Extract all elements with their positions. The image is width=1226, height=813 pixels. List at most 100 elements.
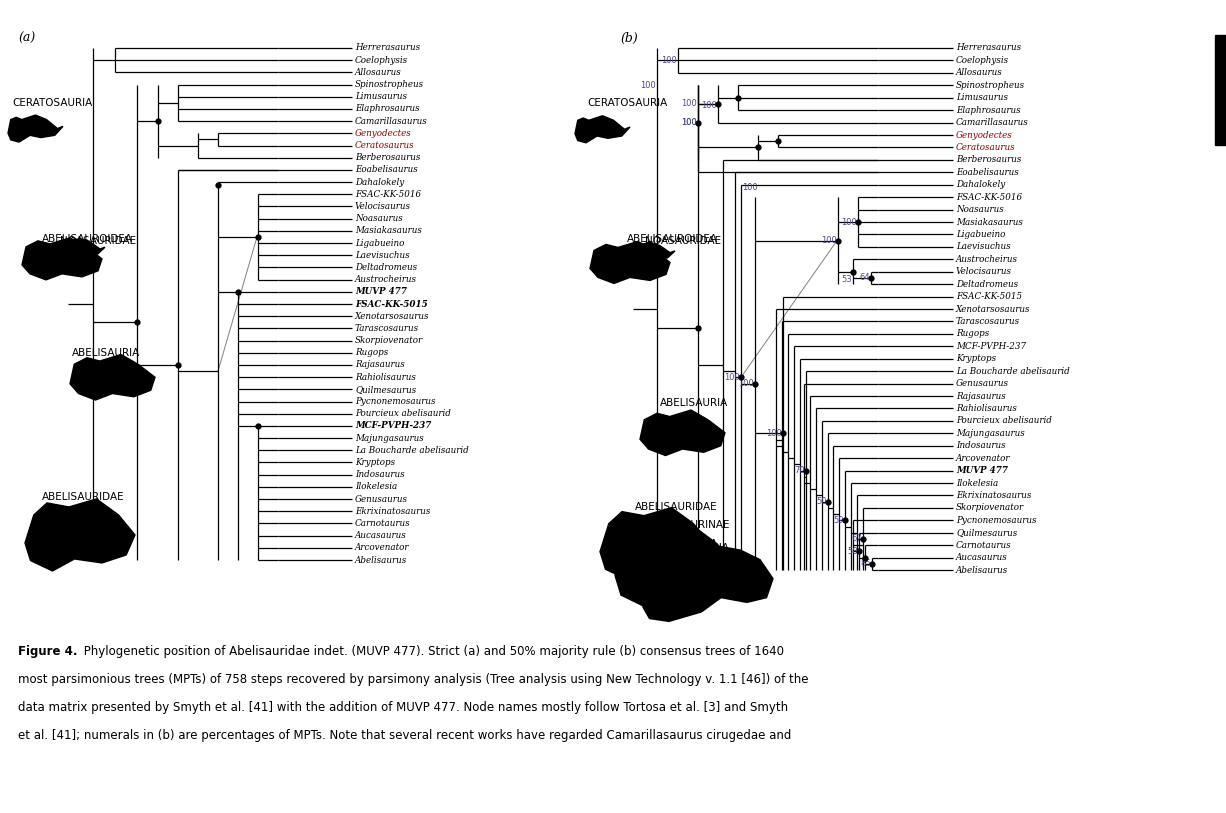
Text: Dahalokely: Dahalokely (956, 180, 1005, 189)
Text: 100: 100 (682, 118, 698, 127)
Text: MAJUNGASAURINAE: MAJUNGASAURINAE (626, 520, 729, 530)
Text: Laevisuchus: Laevisuchus (356, 250, 409, 259)
Text: FSAC-KK-5016: FSAC-KK-5016 (356, 189, 421, 199)
Text: Eoabelisaurus: Eoabelisaurus (356, 165, 418, 175)
Text: 100: 100 (701, 102, 717, 111)
Text: 100: 100 (821, 236, 837, 246)
Text: MCF-PVPH-237: MCF-PVPH-237 (356, 421, 432, 430)
Text: 64: 64 (859, 273, 870, 282)
Text: Herrerasaurus: Herrerasaurus (956, 44, 1021, 53)
Text: Carnotaurus: Carnotaurus (356, 519, 411, 528)
Text: Genusaurus: Genusaurus (956, 379, 1009, 388)
Text: Camarillasaurus: Camarillasaurus (956, 118, 1029, 127)
Text: 100: 100 (738, 379, 754, 388)
Text: Masiakasaurus: Masiakasaurus (356, 226, 422, 235)
Text: Deltadromeus: Deltadromeus (956, 280, 1018, 289)
Text: Kryptops: Kryptops (356, 458, 395, 467)
Text: La Boucharde abelisaurid: La Boucharde abelisaurid (356, 446, 468, 454)
Text: 58: 58 (847, 547, 858, 556)
Text: FURILEUSAURIA: FURILEUSAURIA (647, 543, 729, 553)
Text: Rugops: Rugops (956, 329, 989, 338)
Text: 100: 100 (742, 183, 758, 192)
Text: 59: 59 (834, 515, 843, 524)
Text: Pycnonemosaurus: Pycnonemosaurus (356, 397, 435, 406)
Text: Spinostropheus: Spinostropheus (956, 80, 1025, 89)
Text: FSAC-KK-5015: FSAC-KK-5015 (956, 292, 1022, 301)
Text: Genusaurus: Genusaurus (356, 494, 408, 503)
Text: most parsimonious trees (MPTs) of 758 steps recovered by parsimony analysis (Tre: most parsimonious trees (MPTs) of 758 st… (18, 673, 808, 686)
Text: Elaphrosaurus: Elaphrosaurus (956, 106, 1020, 115)
Text: Majungasaurus: Majungasaurus (356, 433, 424, 442)
Text: Noasaurus: Noasaurus (956, 205, 1004, 214)
Text: MCF-PVPH-237: MCF-PVPH-237 (956, 341, 1026, 350)
Text: Elaphrosaurus: Elaphrosaurus (356, 104, 419, 114)
Text: Ekrixinatosaurus: Ekrixinatosaurus (956, 491, 1031, 500)
Text: Berberosaurus: Berberosaurus (356, 153, 421, 163)
Text: ABELISAUROIDEA: ABELISAUROIDEA (42, 234, 132, 244)
Text: Coelophysis: Coelophysis (356, 55, 408, 65)
Text: 53: 53 (841, 276, 852, 285)
Polygon shape (22, 238, 102, 280)
Text: Kryptops: Kryptops (956, 354, 996, 363)
Text: Indosaurus: Indosaurus (956, 441, 1005, 450)
Text: Pourcieux abelisaurid: Pourcieux abelisaurid (356, 409, 451, 418)
Text: Skorpiovenator: Skorpiovenator (956, 503, 1024, 512)
Text: 100: 100 (725, 373, 741, 382)
Text: Masiakasaurus: Masiakasaurus (956, 218, 1022, 227)
Text: Dahalokely: Dahalokely (356, 177, 405, 187)
Text: FSAC-KK-5016: FSAC-KK-5016 (956, 193, 1022, 202)
Polygon shape (642, 546, 774, 621)
Text: Rugops: Rugops (356, 348, 389, 357)
Polygon shape (590, 241, 669, 284)
Text: Aucasaurus: Aucasaurus (356, 531, 407, 540)
Text: Limusaurus: Limusaurus (956, 93, 1008, 102)
Text: Quilmesaurus: Quilmesaurus (356, 385, 417, 393)
Text: Rajasaurus: Rajasaurus (356, 360, 405, 369)
Text: Laevisuchus: Laevisuchus (956, 242, 1010, 251)
Polygon shape (615, 526, 736, 606)
Text: 50: 50 (817, 497, 828, 506)
Text: Majungasaurus: Majungasaurus (956, 428, 1025, 437)
Text: Pourcieux abelisaurid: Pourcieux abelisaurid (956, 416, 1052, 425)
Text: Austrocheirus: Austrocheirus (956, 254, 1018, 263)
Text: Tarascosaurus: Tarascosaurus (356, 324, 419, 333)
Text: Ligabueino: Ligabueino (956, 230, 1005, 239)
Text: Deltadromeus: Deltadromeus (356, 263, 417, 272)
Text: CERATOSAURIA: CERATOSAURIA (587, 98, 667, 108)
Text: 85: 85 (861, 559, 870, 568)
Text: ABELISAUROIDEA: ABELISAUROIDEA (626, 234, 718, 245)
Text: 70: 70 (794, 466, 805, 475)
Text: Arcovenator: Arcovenator (356, 543, 409, 552)
Text: Ligabueino: Ligabueino (356, 238, 405, 247)
Text: Velocisaurus: Velocisaurus (956, 267, 1011, 276)
Text: MUVP 477: MUVP 477 (356, 287, 407, 296)
Text: BRACHYROSTRA: BRACHYROSTRA (633, 539, 717, 549)
Text: Genyodectes: Genyodectes (356, 128, 412, 138)
Text: ABELISAURIDAE: ABELISAURIDAE (635, 502, 717, 511)
Text: Arcovenator: Arcovenator (956, 454, 1010, 463)
Text: 100: 100 (682, 118, 698, 127)
Text: ABELISAURIA: ABELISAURIA (660, 398, 728, 408)
Text: Aucasaurus: Aucasaurus (956, 553, 1008, 562)
Text: Allosaurus: Allosaurus (356, 67, 402, 77)
Text: (a): (a) (18, 32, 36, 45)
Text: Allosaurus: Allosaurus (956, 68, 1003, 77)
Polygon shape (25, 499, 135, 571)
Text: Indosaurus: Indosaurus (356, 470, 405, 479)
Bar (1215, 35, 1226, 145)
Text: Rahiolisaurus: Rahiolisaurus (356, 372, 416, 381)
Text: Quilmesaurus: Quilmesaurus (956, 528, 1018, 537)
Text: Eoabelisaurus: Eoabelisaurus (956, 167, 1019, 176)
Text: Abelisaurus: Abelisaurus (356, 555, 407, 564)
Text: 100: 100 (841, 218, 857, 227)
Text: NOASAURIDAE: NOASAURIDAE (60, 236, 136, 246)
Text: Rajasaurus: Rajasaurus (956, 392, 1005, 401)
Text: 100: 100 (766, 428, 782, 437)
Text: 100: 100 (661, 56, 677, 65)
Text: Berberosaurus: Berberosaurus (956, 155, 1021, 164)
Text: ABELISAURIDAE: ABELISAURIDAE (42, 492, 125, 502)
Text: Spinostropheus: Spinostropheus (356, 80, 424, 89)
Text: Velocisaurus: Velocisaurus (356, 202, 411, 211)
Text: ABELISAURIA: ABELISAURIA (72, 348, 140, 358)
Text: (b): (b) (620, 32, 638, 45)
